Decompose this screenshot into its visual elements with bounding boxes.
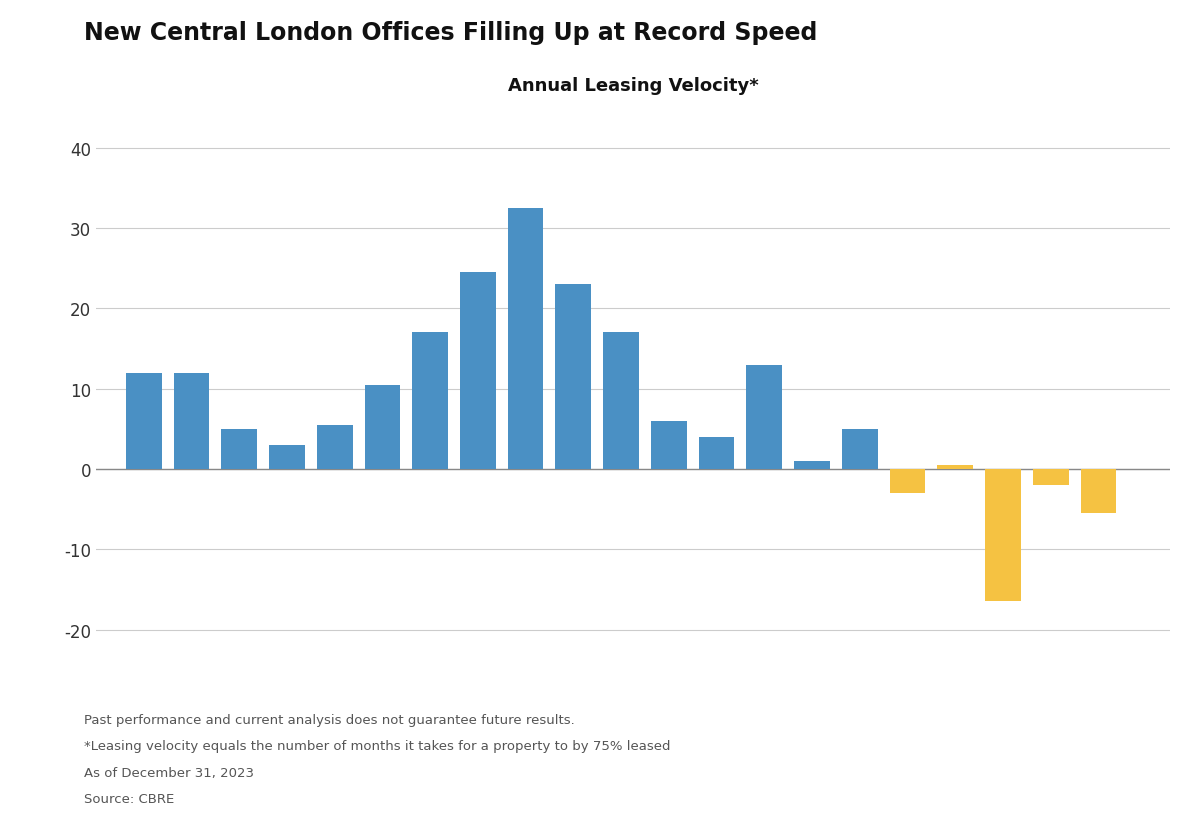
- Bar: [650, 421, 686, 469]
- Bar: [460, 273, 496, 469]
- Bar: [1080, 469, 1116, 513]
- Text: 2011: 2011: [503, 665, 548, 683]
- Bar: [413, 333, 448, 469]
- Text: 2023: 2023: [1075, 665, 1122, 683]
- Bar: [556, 285, 592, 469]
- Text: 2019: 2019: [884, 665, 930, 683]
- Bar: [698, 437, 734, 469]
- Bar: [1033, 469, 1068, 485]
- Text: Annual Leasing Velocity*: Annual Leasing Velocity*: [508, 77, 758, 95]
- Bar: [985, 469, 1021, 602]
- Text: 2009: 2009: [407, 665, 454, 683]
- Bar: [269, 445, 305, 469]
- Text: Past performance and current analysis does not guarantee future results.: Past performance and current analysis do…: [84, 713, 575, 726]
- Text: Source: CBRE: Source: CBRE: [84, 792, 174, 806]
- Bar: [794, 461, 830, 469]
- Text: 2017: 2017: [788, 665, 835, 683]
- Text: 2013: 2013: [598, 665, 644, 683]
- Bar: [604, 333, 638, 469]
- Text: 2007: 2007: [312, 665, 358, 683]
- Bar: [365, 385, 401, 469]
- Text: New Central London Offices Filling Up at Record Speed: New Central London Offices Filling Up at…: [84, 21, 817, 45]
- Bar: [889, 469, 925, 493]
- Bar: [317, 426, 353, 469]
- Bar: [842, 429, 877, 469]
- Bar: [937, 465, 973, 469]
- Bar: [508, 209, 544, 469]
- Text: *Leasing velocity equals the number of months it takes for a property to by 75% : *Leasing velocity equals the number of m…: [84, 739, 671, 753]
- Text: 2005: 2005: [216, 665, 263, 683]
- Bar: [174, 373, 209, 469]
- Bar: [746, 365, 782, 469]
- Text: 2015: 2015: [694, 665, 739, 683]
- Bar: [126, 373, 162, 469]
- Bar: [221, 429, 257, 469]
- Text: 2021: 2021: [980, 665, 1026, 683]
- Text: 2003: 2003: [121, 665, 167, 683]
- Text: As of December 31, 2023: As of December 31, 2023: [84, 766, 254, 779]
